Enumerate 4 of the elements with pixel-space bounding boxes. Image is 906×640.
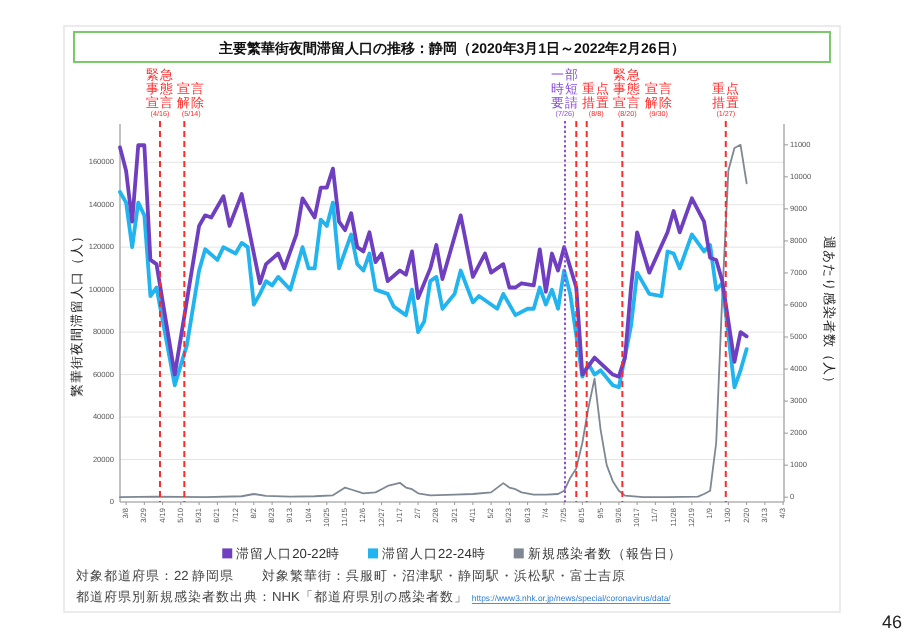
line-series: [119, 143, 748, 499]
line-series: [118, 190, 749, 390]
line-series: [118, 143, 749, 379]
text: 46: [881, 612, 903, 632]
